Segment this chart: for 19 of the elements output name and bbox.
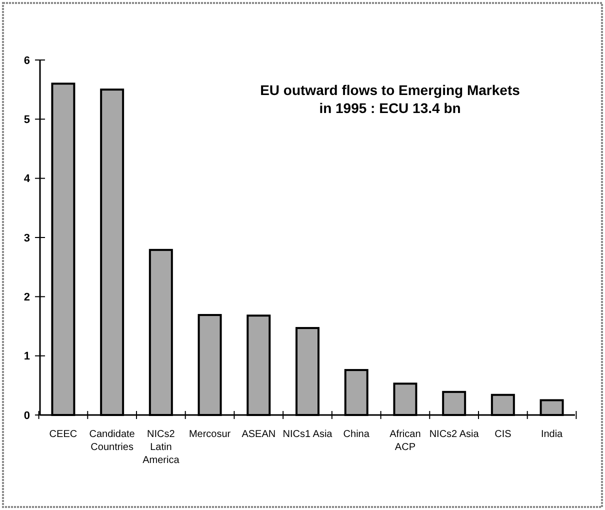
x-tick-label: NICs1 Asia [282, 429, 333, 440]
x-tick-label: CEEC [49, 429, 78, 440]
x-tick-label: Candidate Countries [89, 429, 136, 453]
x-tick-label: CIS [494, 429, 512, 440]
y-tick-label: 1 [24, 350, 30, 363]
x-tick-label: India [540, 429, 564, 440]
y-tick-label: 5 [24, 114, 30, 126]
x-tick-label: NICs2 Latin America [142, 429, 180, 466]
x-tick-label: ASEAN [242, 429, 276, 440]
y-tick-label: 6 [24, 54, 30, 67]
x-tick-label: China [343, 429, 370, 440]
y-tick-label: 2 [24, 292, 30, 304]
y-tick-label: 4 [24, 173, 31, 186]
x-tick-label: Mercosur [188, 429, 232, 440]
text: EU outward flows to Emerging Markets in 1995 : ECU 13.4 bn [260, 82, 520, 116]
x-tick-label: NICs2 Asia [429, 429, 480, 440]
y-tick-label: 3 [24, 232, 30, 244]
y-tick-label: 0 [24, 410, 30, 422]
x-tick-label: African ACP [390, 429, 421, 453]
